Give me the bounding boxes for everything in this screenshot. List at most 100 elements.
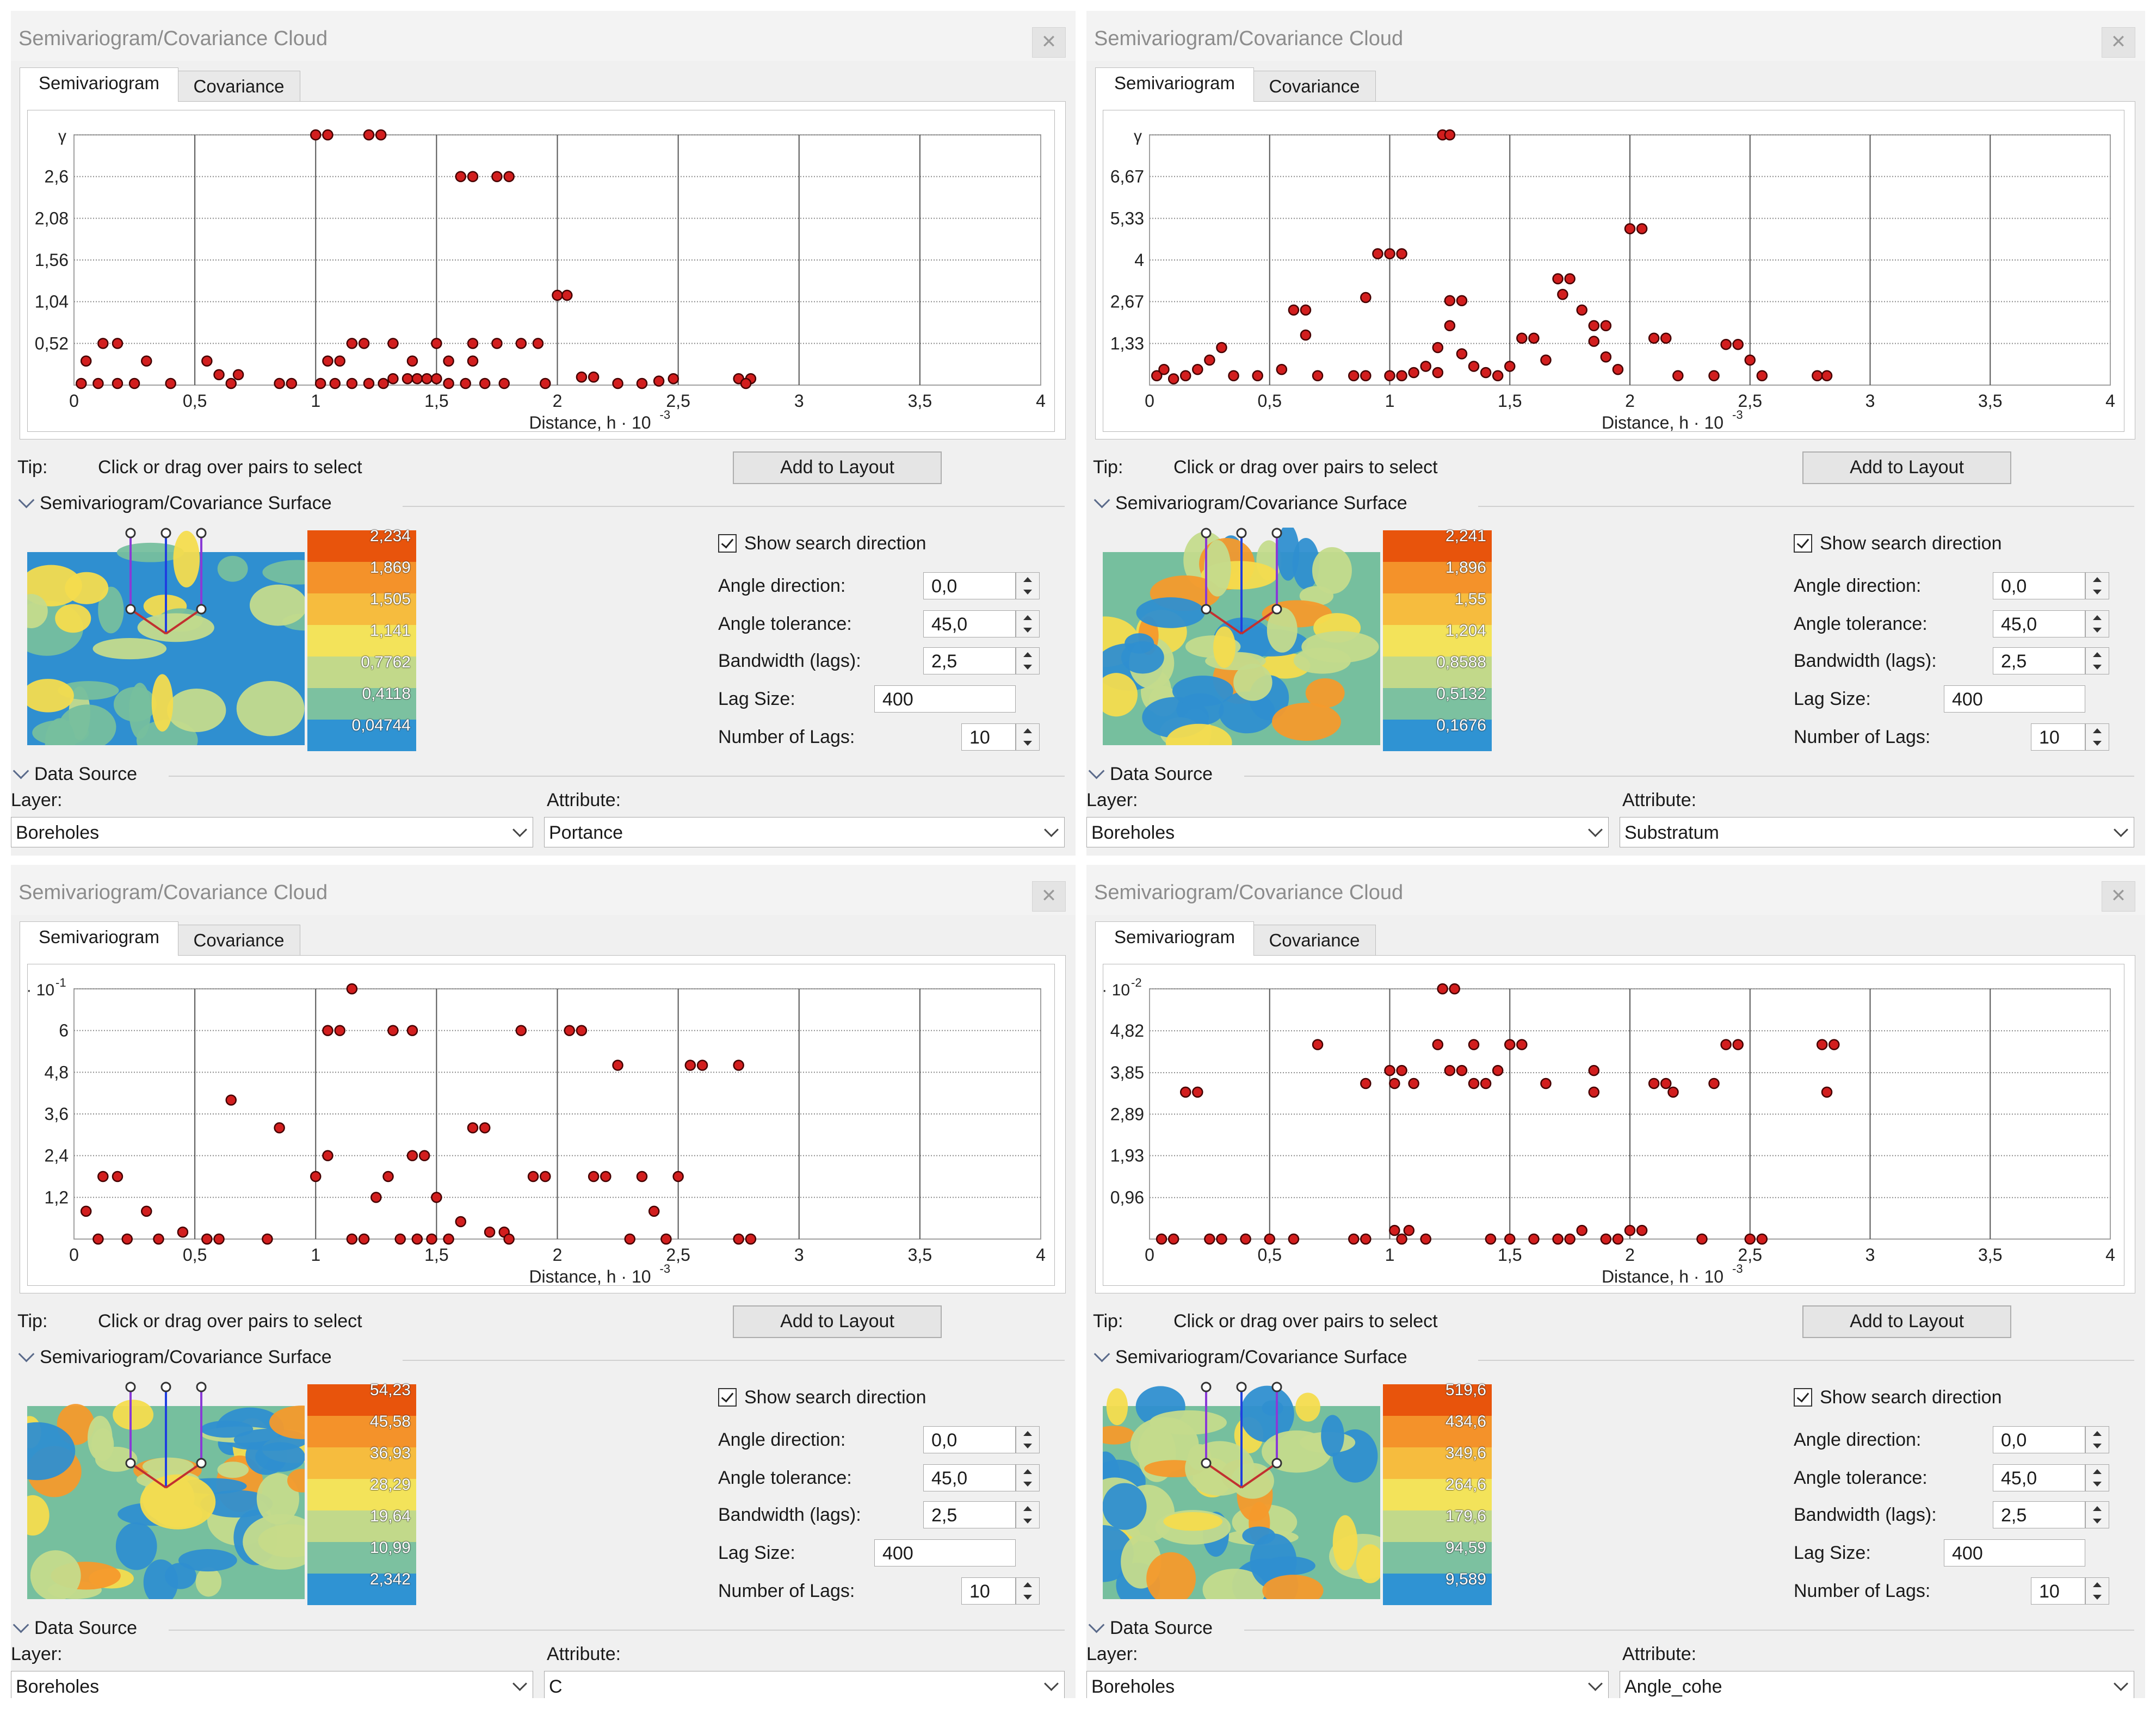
chart-area[interactable]: 0 0,5 1 1,5 2 2,5 3 3,5 4 0,96 1,93 2,89 3,85 4,82 γ ·… — [1089, 964, 2124, 1286]
tab-semivariogram[interactable]: Semivariogram — [20, 921, 178, 956]
spin-up-icon[interactable] — [1023, 577, 1032, 582]
spin-down-icon[interactable] — [2093, 1444, 2102, 1448]
surface-section-header[interactable]: Semivariogram/Covariance Surface — [1094, 1346, 1407, 1368]
layer-select[interactable]: Boreholes — [11, 1671, 533, 1698]
checkbox-checked[interactable] — [1794, 1388, 1812, 1407]
add-to-layout-button[interactable]: Add to Layout — [733, 1305, 942, 1338]
angle-tolerance-input[interactable]: 45,0 — [923, 1464, 1016, 1491]
angle-direction-input[interactable]: 0,0 — [923, 572, 1016, 599]
angle-tolerance-input[interactable]: 45,0 — [1993, 610, 2085, 637]
close-icon[interactable]: ✕ — [2102, 27, 2135, 58]
spin-down-icon[interactable] — [1023, 1482, 1032, 1487]
tab-semivariogram[interactable]: Semivariogram — [1095, 67, 1254, 102]
spin-down-icon[interactable] — [1023, 628, 1032, 633]
attribute-select[interactable]: Angle_cohe — [1620, 1671, 2134, 1698]
angle-direction-spinner[interactable] — [1016, 1426, 1040, 1453]
spin-down-icon[interactable] — [2093, 1519, 2102, 1524]
spin-up-icon[interactable] — [2093, 615, 2102, 620]
spin-down-icon[interactable] — [1023, 1595, 1032, 1600]
angle-tolerance-spinner[interactable] — [2085, 610, 2109, 637]
bandwidth-spinner[interactable] — [2085, 1501, 2109, 1528]
close-icon[interactable]: ✕ — [1032, 881, 1066, 912]
data-source-section-header[interactable]: Data Source — [1088, 763, 1213, 785]
number-of-lags-spinner[interactable] — [2085, 1577, 2109, 1605]
spin-down-icon[interactable] — [2093, 1595, 2102, 1600]
tab-semivariogram[interactable]: Semivariogram — [20, 67, 178, 102]
layer-select[interactable]: Boreholes — [1086, 1671, 1609, 1698]
tab-covariance[interactable]: Covariance — [1253, 71, 1376, 102]
spin-up-icon[interactable] — [2093, 1431, 2102, 1436]
lag-size-input[interactable]: 400 — [1944, 685, 2085, 713]
semivariogram-surface-map[interactable] — [1086, 1382, 1397, 1613]
spin-down-icon[interactable] — [1023, 741, 1032, 746]
add-to-layout-button[interactable]: Add to Layout — [733, 451, 942, 484]
attribute-select[interactable]: C — [544, 1671, 1065, 1698]
spin-down-icon[interactable] — [2093, 1482, 2102, 1487]
angle-direction-spinner[interactable] — [2085, 1426, 2109, 1453]
number-of-lags-spinner[interactable] — [1016, 723, 1040, 751]
angle-tolerance-spinner[interactable] — [2085, 1464, 2109, 1491]
number-of-lags-spinner[interactable] — [2085, 723, 2109, 751]
attribute-select[interactable]: Substratum — [1620, 817, 2134, 847]
angle-direction-spinner[interactable] — [2085, 572, 2109, 599]
bandwidth-input[interactable]: 2,5 — [1993, 647, 2085, 674]
bandwidth-input[interactable]: 2,5 — [923, 647, 1016, 674]
lag-size-input[interactable]: 400 — [1944, 1539, 2085, 1566]
semivariogram-surface-map[interactable] — [1086, 524, 1380, 762]
spin-up-icon[interactable] — [1023, 1506, 1032, 1511]
spin-up-icon[interactable] — [2093, 577, 2102, 582]
number-of-lags-input[interactable]: 10 — [961, 1577, 1016, 1605]
tab-covariance[interactable]: Covariance — [1253, 925, 1376, 956]
bandwidth-spinner[interactable] — [1016, 647, 1040, 674]
angle-direction-input[interactable]: 0,0 — [1993, 572, 2085, 599]
layer-select[interactable]: Boreholes — [1086, 817, 1609, 847]
spin-down-icon[interactable] — [2093, 628, 2102, 633]
lag-size-input[interactable]: 400 — [874, 685, 1016, 713]
spin-up-icon[interactable] — [2093, 1469, 2102, 1474]
checkbox-checked[interactable] — [718, 534, 737, 553]
data-source-section-header[interactable]: Data Source — [13, 1617, 137, 1639]
semivariogram-surface-map[interactable] — [11, 528, 333, 767]
spin-up-icon[interactable] — [2093, 1506, 2102, 1511]
spin-down-icon[interactable] — [1023, 665, 1032, 670]
number-of-lags-input[interactable]: 10 — [961, 723, 1016, 751]
attribute-select[interactable]: Portance — [544, 817, 1065, 847]
layer-select[interactable]: Boreholes — [11, 817, 533, 847]
spin-down-icon[interactable] — [2093, 665, 2102, 670]
close-icon[interactable]: ✕ — [2102, 881, 2135, 912]
spin-up-icon[interactable] — [1023, 1582, 1032, 1587]
spin-up-icon[interactable] — [1023, 1469, 1032, 1474]
bandwidth-spinner[interactable] — [2085, 647, 2109, 674]
spin-down-icon[interactable] — [2093, 590, 2102, 595]
bandwidth-input[interactable]: 2,5 — [1993, 1501, 2085, 1528]
lag-size-input[interactable]: 400 — [874, 1539, 1016, 1566]
spin-up-icon[interactable] — [1023, 1431, 1032, 1436]
spin-up-icon[interactable] — [1023, 615, 1032, 620]
tab-covariance[interactable]: Covariance — [177, 71, 300, 102]
spin-up-icon[interactable] — [1023, 728, 1032, 733]
semivariogram-surface-map[interactable] — [11, 1382, 335, 1605]
add-to-layout-button[interactable]: Add to Layout — [1802, 1305, 2011, 1338]
angle-direction-input[interactable]: 0,0 — [923, 1426, 1016, 1453]
spin-up-icon[interactable] — [2093, 652, 2102, 657]
checkbox-checked[interactable] — [718, 1388, 737, 1407]
chart-area[interactable]: 0 0,5 1 1,5 2 2,5 3 3,5 4 1,33 2,67 4 5,33 6,67 γ Dista… — [1103, 110, 2124, 432]
chart-area[interactable]: 0 0,5 1 1,5 2 2,5 3 3,5 4 1,2 2,4 3,6 4,8 6 γ · 10-1 Di… — [14, 964, 1055, 1286]
checkbox-checked[interactable] — [1794, 534, 1812, 553]
angle-tolerance-input[interactable]: 45,0 — [923, 610, 1016, 637]
angle-direction-spinner[interactable] — [1016, 572, 1040, 599]
tab-covariance[interactable]: Covariance — [177, 925, 300, 956]
data-source-section-header[interactable]: Data Source — [13, 763, 137, 785]
surface-section-header[interactable]: Semivariogram/Covariance Surface — [18, 1346, 332, 1368]
spin-down-icon[interactable] — [2093, 741, 2102, 746]
number-of-lags-spinner[interactable] — [1016, 1577, 1040, 1605]
bandwidth-spinner[interactable] — [1016, 1501, 1040, 1528]
number-of-lags-input[interactable]: 10 — [2031, 1577, 2085, 1605]
angle-tolerance-spinner[interactable] — [1016, 1464, 1040, 1491]
surface-section-header[interactable]: Semivariogram/Covariance Surface — [1094, 492, 1407, 514]
spin-down-icon[interactable] — [1023, 1444, 1032, 1448]
tab-semivariogram[interactable]: Semivariogram — [1095, 921, 1254, 956]
spin-up-icon[interactable] — [1023, 652, 1032, 657]
angle-direction-input[interactable]: 0,0 — [1993, 1426, 2085, 1453]
chart-area[interactable]: 0 0,5 1 1,5 2 2,5 3 3,5 4 0,52 1,04 1,56 2,08 2,6 γ Dis… — [27, 110, 1055, 432]
